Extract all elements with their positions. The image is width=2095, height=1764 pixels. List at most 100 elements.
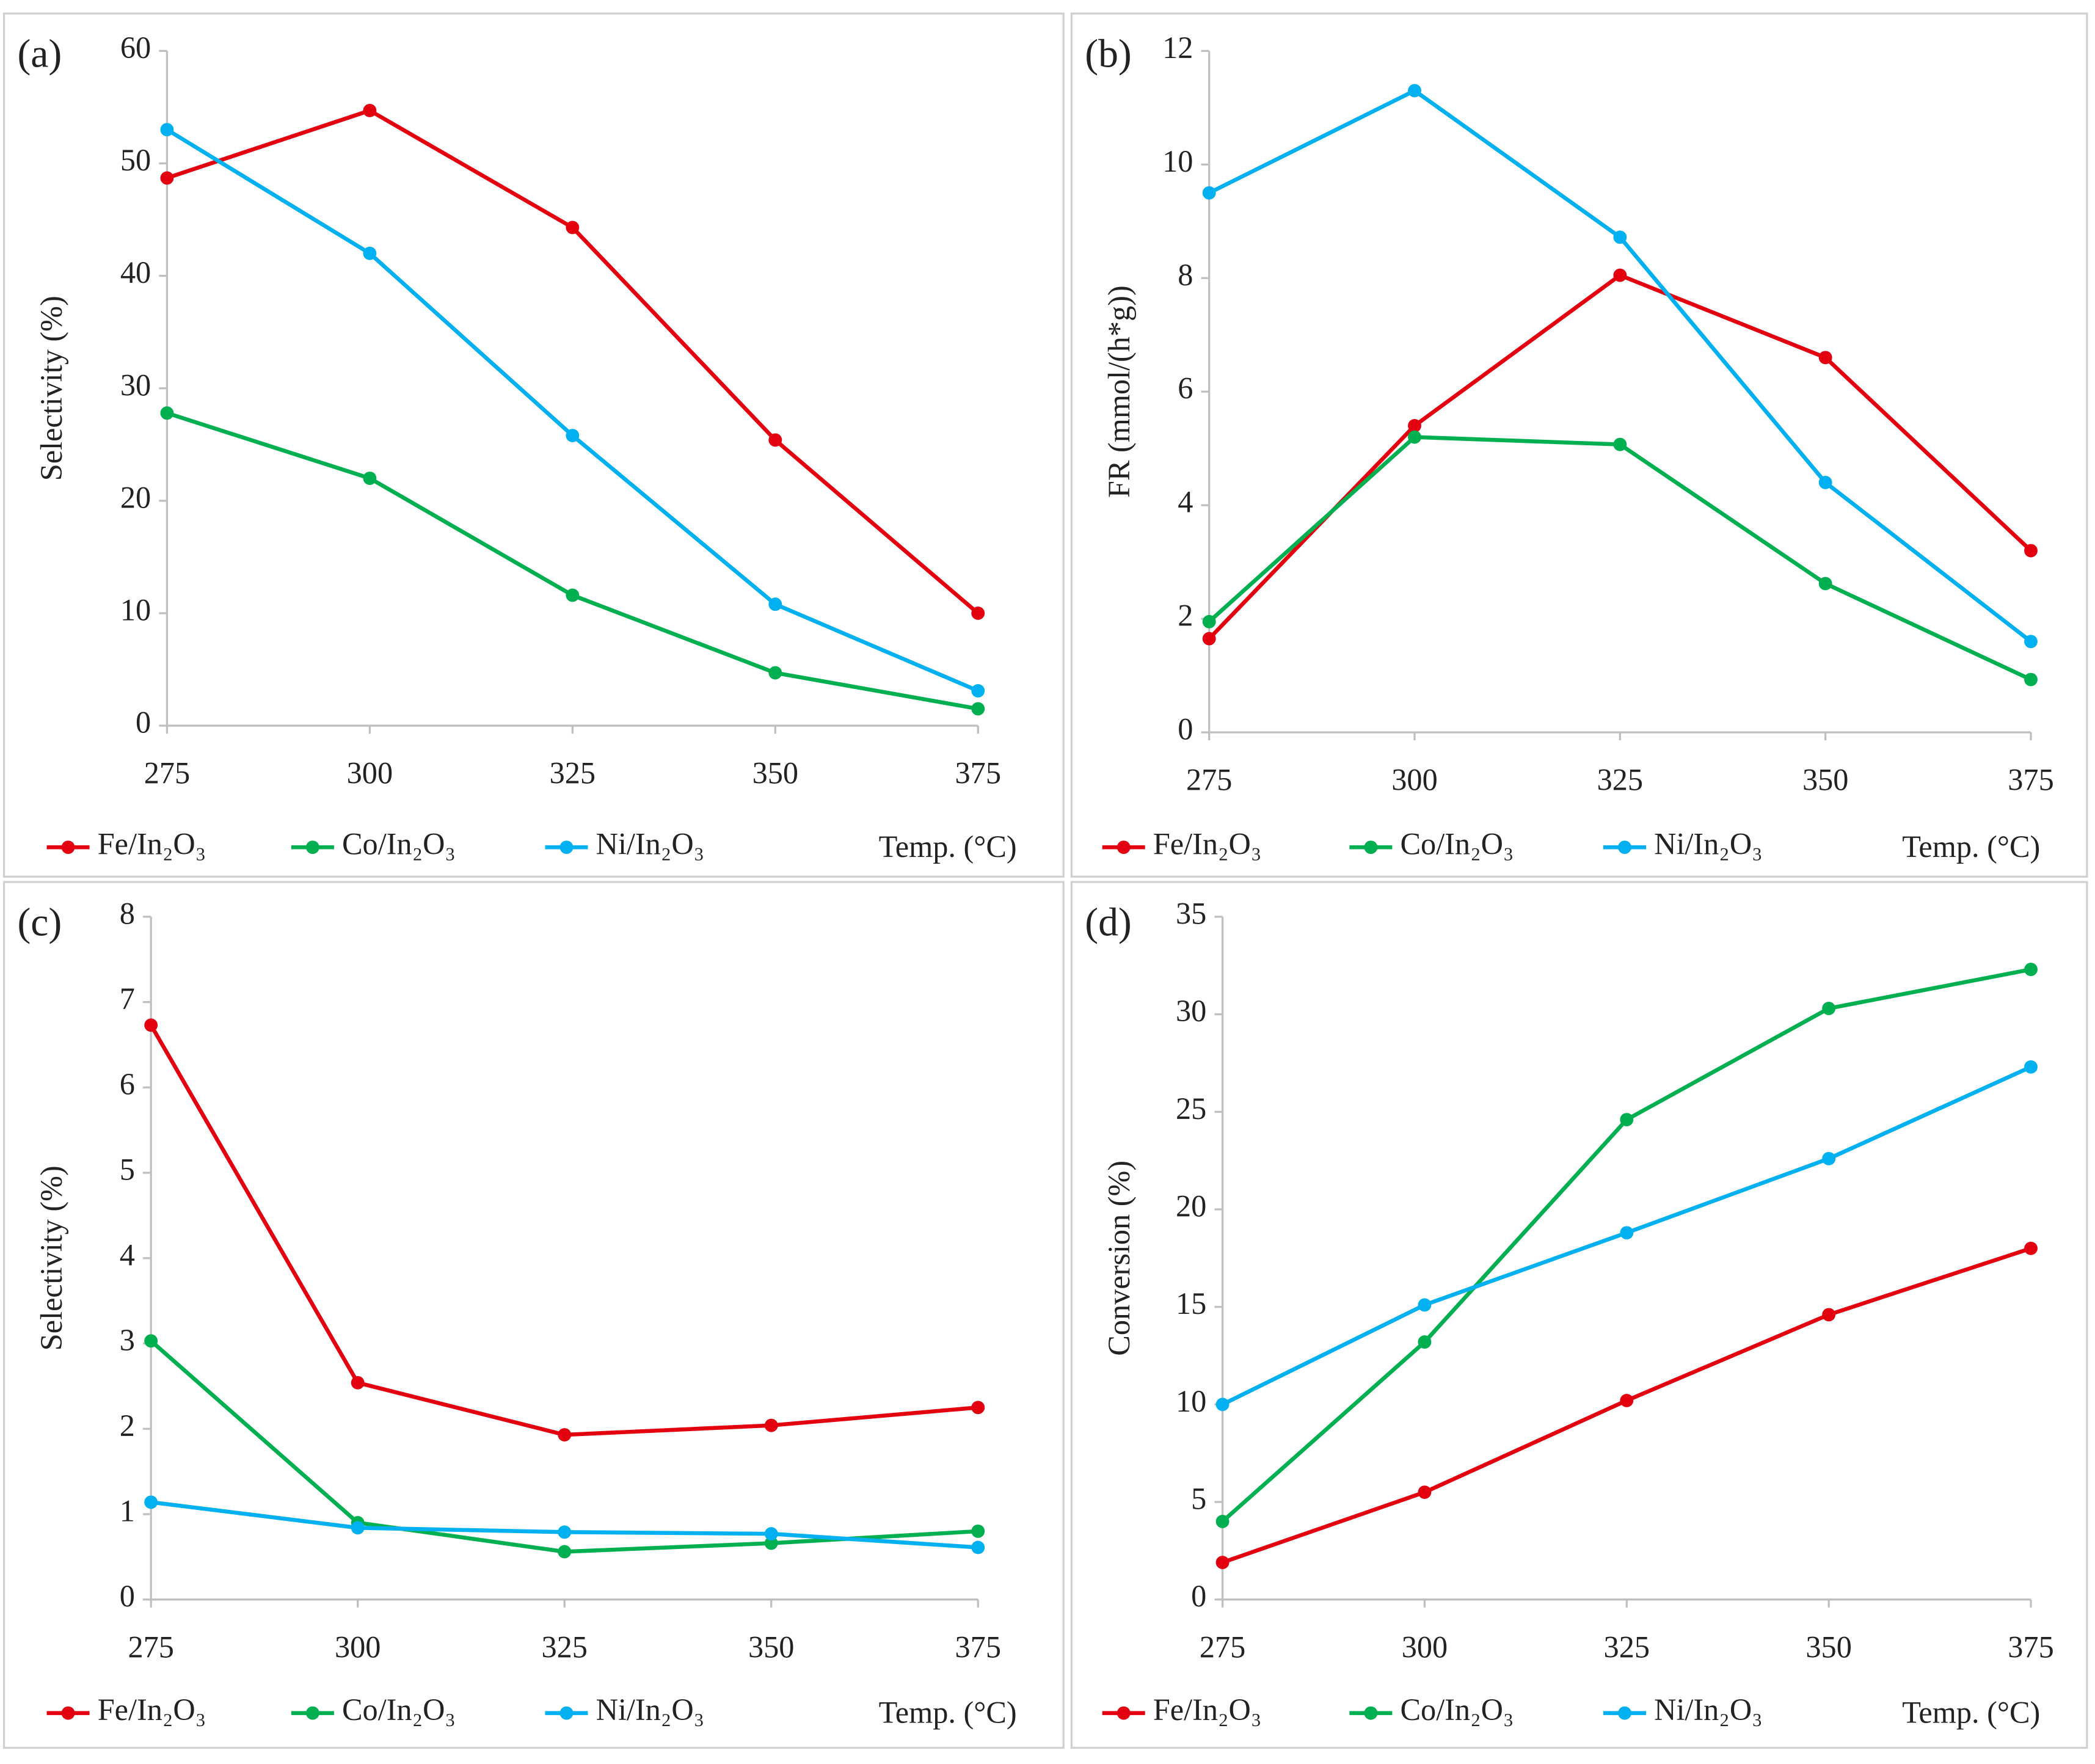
y-tick-label: 7	[120, 982, 135, 1016]
y-tick-label: 40	[120, 255, 151, 290]
x-tick-label: 300	[1402, 1630, 1448, 1664]
panel-label: (b)	[1085, 32, 1132, 76]
y-tick-label: 30	[120, 368, 151, 402]
data-point	[2024, 635, 2038, 649]
data-point	[363, 246, 377, 260]
series-line	[166, 128, 979, 693]
data-point	[1818, 476, 1832, 489]
legend-marker	[559, 1706, 574, 1720]
y-tick-label: 5	[1191, 1482, 1206, 1516]
data-point	[1408, 419, 1421, 432]
legend-label: Ni/In₂O₃	[596, 1693, 705, 1727]
panel-label: (c)	[17, 900, 62, 944]
data-point	[2024, 672, 2038, 687]
y-tick-label: 0	[136, 705, 151, 740]
data-point	[1418, 1335, 1432, 1349]
y-tick-label: 6	[1178, 371, 1193, 406]
legend-marker	[1364, 1706, 1378, 1720]
data-point	[971, 607, 985, 620]
data-point	[764, 1527, 778, 1541]
data-point	[1202, 186, 1216, 200]
x-tick-label: 350	[748, 1630, 794, 1664]
y-tick-label: 25	[1176, 1092, 1206, 1126]
panel-border	[2, 12, 1065, 878]
data-point	[2024, 963, 2038, 977]
y-tick-label: 3	[120, 1323, 135, 1357]
panel-label: (d)	[1085, 900, 1132, 944]
data-point	[764, 1418, 778, 1432]
data-point	[160, 406, 174, 420]
series-line	[149, 1024, 978, 1437]
data-point	[971, 684, 985, 698]
data-point	[1620, 1226, 1634, 1240]
series-line	[1221, 967, 2031, 1523]
x-tick-label: 275	[1200, 1630, 1245, 1664]
x-axis-label: Temp. (°C)	[879, 829, 1017, 864]
x-tick-label: 325	[1604, 1630, 1650, 1664]
legend-label: Ni/In₂O₃	[1654, 827, 1763, 861]
y-tick-label: 60	[120, 31, 151, 65]
legend-marker	[1618, 840, 1631, 855]
data-point	[1202, 632, 1216, 646]
y-tick-label: 2	[120, 1409, 135, 1443]
x-tick-label: 375	[2008, 1630, 2053, 1664]
legend-marker	[1364, 840, 1378, 855]
y-tick-label: 10	[120, 592, 151, 627]
x-tick-label: 375	[2008, 763, 2053, 797]
series-line	[166, 411, 978, 711]
legend-marker	[305, 840, 319, 855]
x-tick-label: 350	[752, 756, 798, 790]
data-point	[1620, 1113, 1634, 1126]
legend-label: Co/In₂O₃	[342, 1693, 456, 1727]
data-point	[1620, 1393, 1634, 1407]
y-tick-label: 5	[120, 1153, 135, 1187]
data-point	[363, 104, 377, 117]
legend-label: Ni/In₂O₃	[1654, 1693, 1763, 1727]
y-tick-label: 35	[1176, 896, 1206, 930]
y-tick-label: 30	[1176, 994, 1206, 1028]
y-tick-label: 8	[1178, 258, 1193, 292]
y-tick-label: 0	[120, 1579, 135, 1613]
data-point	[1818, 577, 1832, 591]
legend-marker	[61, 1706, 75, 1720]
data-point	[1818, 351, 1832, 365]
x-axis-label: Temp. (°C)	[1902, 829, 2040, 864]
x-tick-label: 325	[1597, 763, 1643, 797]
data-point	[1202, 614, 1216, 629]
data-point	[971, 702, 985, 716]
data-point	[1418, 1485, 1432, 1499]
x-tick-label: 375	[955, 756, 1001, 790]
data-point	[363, 472, 377, 485]
y-tick-label: 1	[120, 1494, 135, 1528]
legend-marker	[1117, 1706, 1131, 1720]
legend-marker	[61, 840, 75, 855]
data-point	[1418, 1298, 1432, 1312]
x-tick-label: 275	[144, 756, 190, 790]
series-line	[1208, 88, 2033, 643]
legend-label: Fe/In₂O₃	[98, 1693, 206, 1727]
data-point	[1408, 430, 1421, 444]
legend-marker	[559, 840, 574, 855]
legend-label: Co/In₂O₃	[1401, 1693, 1514, 1727]
data-point	[558, 1525, 572, 1539]
x-tick-label: 325	[541, 1630, 587, 1664]
y-axis-label: Conversion (%)	[1102, 1161, 1136, 1356]
data-point	[1613, 268, 1627, 282]
panel-border	[1070, 12, 2088, 878]
data-point	[1822, 1151, 1836, 1165]
y-tick-label: 0	[1178, 712, 1193, 746]
y-tick-label: 20	[1176, 1189, 1206, 1223]
data-point	[144, 1018, 158, 1032]
y-tick-label: 4	[120, 1237, 135, 1272]
data-point	[768, 666, 782, 680]
y-axis-label: Selectivity (%)	[34, 296, 68, 481]
data-point	[971, 1540, 985, 1554]
data-point	[768, 597, 782, 611]
data-point	[2024, 1060, 2038, 1074]
series-line	[1208, 272, 2033, 640]
y-axis-label: FR (mmol/(h*g))	[1102, 285, 1136, 498]
data-point	[351, 1376, 365, 1390]
data-point	[768, 433, 782, 447]
y-tick-label: 6	[120, 1067, 135, 1101]
legend-label: Ni/In₂O₃	[596, 827, 705, 861]
